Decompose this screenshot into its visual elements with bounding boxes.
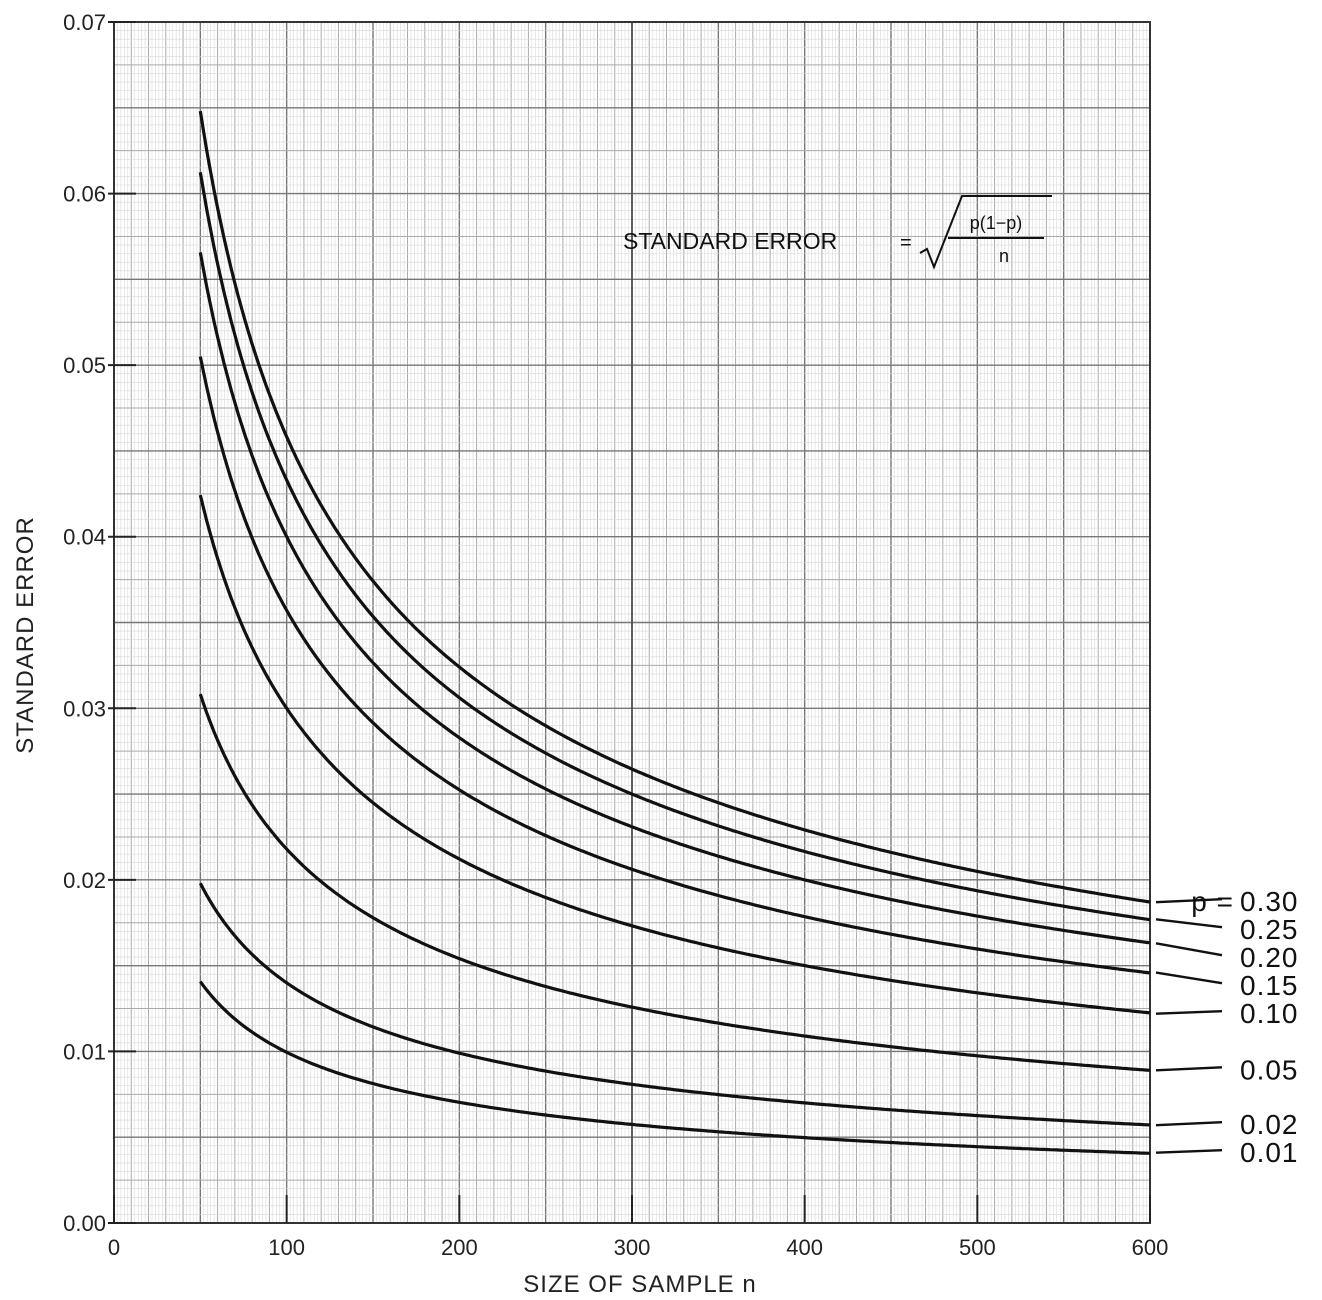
series-line [198, 356, 1151, 975]
series-label: 0.25 [1240, 914, 1299, 945]
x-tick-label: 0 [108, 1235, 120, 1260]
x-tick-label: 400 [786, 1235, 823, 1260]
x-axis-title: SIZE OF SAMPLE n [523, 1271, 756, 1298]
y-tick-label: 0.00 [63, 1211, 106, 1236]
label-leader [1155, 1121, 1223, 1127]
formula-lhs: STANDARD ERROR [623, 228, 837, 254]
label-leader [1155, 1009, 1223, 1015]
x-tick-label: 500 [959, 1235, 996, 1260]
y-tick-label: 0.06 [63, 182, 106, 207]
series-label: 0.05 [1240, 1054, 1299, 1085]
y-tick-label: 0.05 [63, 353, 106, 378]
series-layer [198, 110, 1151, 1155]
series-label-prefix: p = [1191, 886, 1234, 917]
series-line [198, 882, 1151, 1127]
y-tick-label: 0.04 [63, 525, 106, 550]
series-label: 0.15 [1240, 970, 1299, 1001]
formula-annotation: STANDARD ERROR = p(1−p) n [623, 195, 1052, 270]
x-tick-label: 300 [614, 1235, 651, 1260]
series-label: 0.02 [1240, 1109, 1299, 1140]
y-tick-label: 0.01 [63, 1039, 106, 1064]
series-line [198, 252, 1151, 945]
y-tick-label: 0.07 [63, 10, 106, 35]
series-label: 0.01 [1240, 1137, 1299, 1168]
series-line [198, 172, 1151, 922]
tick-marks: 0 100 200 300 400 500 600 0.00 0.01 0.02 0.03 0.04 0… [63, 10, 1168, 1260]
label-leader [1155, 971, 1223, 985]
label-leader [1155, 1066, 1223, 1072]
x-tick-label: 200 [441, 1235, 478, 1260]
label-leader [1155, 897, 1223, 904]
x-tick-label: 100 [268, 1235, 305, 1260]
y-tick-label: 0.02 [63, 868, 106, 893]
series-line [198, 693, 1151, 1072]
series-line [199, 980, 1151, 1155]
series-label: 0.30 [1240, 886, 1299, 917]
label-leader [1155, 1149, 1223, 1154]
y-axis-title: STANDARD ERROR [12, 516, 39, 754]
label-leader [1155, 942, 1223, 957]
formula-equals: = [900, 232, 912, 254]
formula-numerator: p(1−p) [970, 213, 1023, 233]
label-leader [1155, 918, 1223, 929]
y-tick-label: 0.03 [63, 696, 106, 721]
series-label: 0.20 [1240, 942, 1299, 973]
sqrt-sign [919, 195, 1052, 270]
formula-denominator: n [999, 246, 1009, 266]
x-tick-label: 600 [1132, 1235, 1169, 1260]
series-labels: 0.30p =0.250.200.150.10 0.05 0.020.01 [1155, 886, 1299, 1168]
series-label: 0.10 [1240, 998, 1299, 1029]
series-line [198, 110, 1151, 904]
series-line [198, 494, 1151, 1015]
